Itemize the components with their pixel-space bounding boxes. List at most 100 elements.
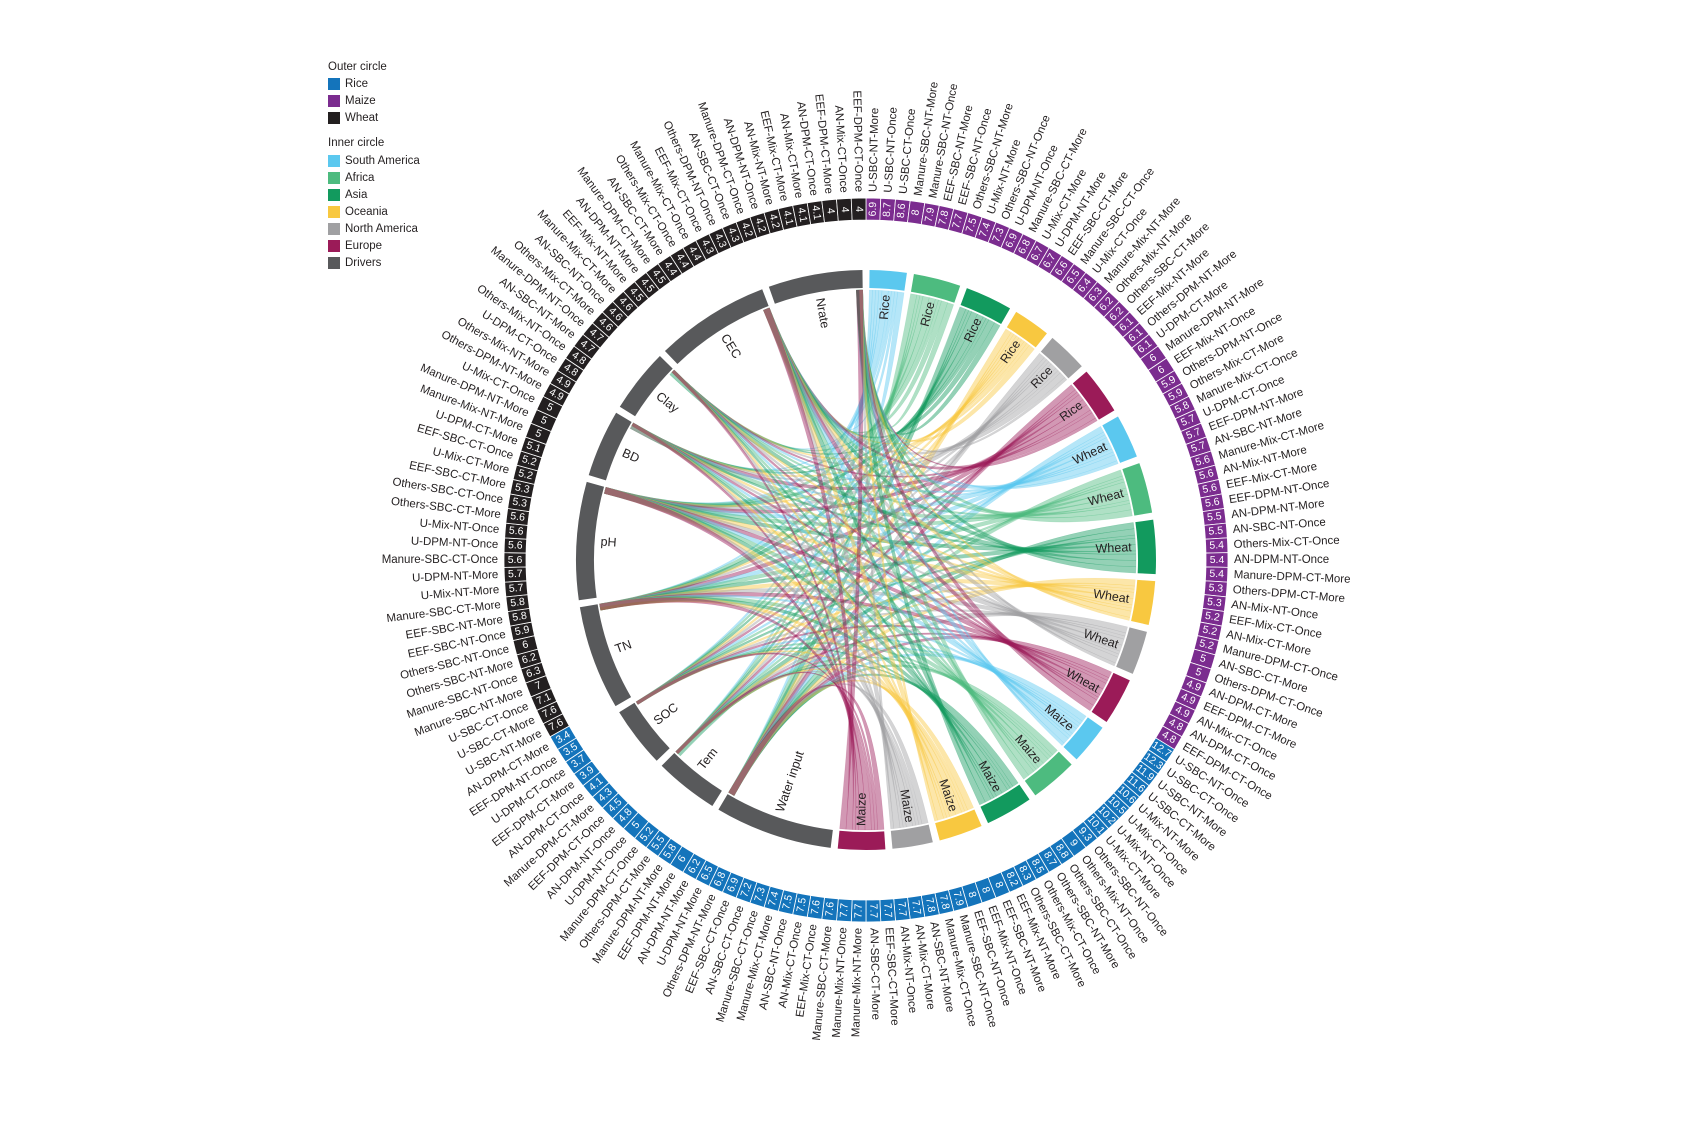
cell-value: 5 — [539, 414, 549, 427]
chord — [599, 595, 1049, 764]
chord — [763, 307, 1119, 664]
chord — [856, 289, 986, 806]
chord — [631, 422, 1121, 655]
segment-label: Rice — [877, 294, 893, 320]
chord — [763, 307, 1137, 568]
cell-value: 6.5 — [698, 864, 715, 883]
region-segment — [935, 809, 982, 841]
chord — [675, 389, 1078, 755]
chord — [675, 332, 1015, 755]
chord — [629, 404, 1091, 491]
chord — [635, 635, 1081, 727]
cell-value: 8.6 — [895, 203, 908, 219]
chord — [599, 594, 1079, 730]
region-segment — [1135, 519, 1156, 575]
chord — [859, 289, 939, 822]
cell-value: 7.2 — [738, 881, 754, 899]
segment-label: Water input — [773, 749, 807, 814]
chord — [635, 650, 966, 813]
cell-value: 6.9 — [725, 876, 742, 894]
legend-label: South America — [345, 155, 420, 167]
chord — [856, 289, 1030, 780]
legend-swatch — [328, 95, 340, 107]
chord — [728, 611, 1128, 796]
cell-label: U-SBC-NT-Once — [883, 107, 900, 193]
chord — [763, 307, 1035, 776]
chord — [635, 295, 924, 705]
cell-label: U-Mix-NT-Once — [419, 518, 500, 536]
cell-value: 8 — [979, 885, 992, 895]
cell-value: 8 — [992, 880, 1005, 890]
chord — [671, 317, 990, 455]
chords — [599, 289, 1137, 831]
cell-value: 8.7 — [881, 202, 894, 217]
cell-value: 7.4 — [977, 221, 993, 239]
region-segment — [1091, 672, 1130, 722]
chord — [604, 442, 1113, 519]
cell-value: 7.5 — [964, 216, 980, 234]
region-segment — [980, 784, 1030, 824]
chord — [604, 290, 889, 507]
legend-label: Rice — [345, 78, 368, 90]
chord — [675, 671, 878, 831]
chord — [631, 422, 907, 828]
chord — [604, 486, 1078, 735]
chord — [671, 290, 895, 450]
chord — [728, 293, 918, 796]
driver-segment — [718, 794, 833, 848]
chord — [599, 290, 883, 608]
chord — [604, 486, 866, 831]
cell-value: 4.1 — [809, 204, 823, 220]
chord — [604, 486, 1003, 797]
cell-value: 5.9 — [514, 624, 531, 639]
cell-label: AN-SBC-CT-More — [867, 928, 881, 1020]
cell-value: 4.3 — [712, 231, 729, 249]
cell-value: 7.7 — [867, 903, 879, 918]
chord — [728, 306, 967, 796]
cell-value: 7.7 — [838, 903, 851, 918]
cell-value: 4.3 — [725, 226, 742, 244]
chord — [631, 422, 997, 799]
cell-value: 5.4 — [1210, 554, 1225, 566]
cell-value: 5 — [545, 401, 556, 414]
chord — [856, 289, 1094, 712]
legend-label: Oceania — [345, 206, 388, 218]
chord — [675, 528, 1136, 757]
chord — [631, 422, 1137, 555]
cell-value: 5.5 — [1206, 510, 1222, 524]
segment-label: Wheat — [1092, 587, 1130, 606]
chord — [604, 486, 1137, 553]
chord — [728, 352, 1045, 796]
chord — [671, 369, 1093, 478]
chord — [856, 289, 1035, 442]
chord — [859, 289, 1068, 452]
chord — [763, 307, 1096, 470]
cell-value: 5.6 — [1194, 453, 1212, 469]
cell-value: 4 — [839, 206, 851, 213]
chord — [839, 289, 864, 830]
chord — [675, 632, 1110, 755]
cell-label: AN-SBC-NT-Once — [1232, 516, 1326, 536]
region-segment — [890, 824, 933, 849]
chord — [728, 673, 1019, 796]
cell-value: 6 — [1155, 363, 1167, 376]
chord — [728, 522, 1135, 796]
cell-value: 5.7 — [508, 568, 523, 581]
chord — [629, 422, 1130, 520]
chord — [763, 307, 855, 830]
chord — [604, 297, 936, 508]
chord — [635, 652, 875, 831]
chord — [763, 307, 995, 439]
cell-value: 4.1 — [795, 207, 809, 224]
cell-label: U-DPM-NT-More — [412, 569, 499, 585]
chord — [728, 664, 1058, 796]
chord — [599, 597, 963, 815]
legend-title: Inner circle — [328, 137, 384, 149]
legend-swatch — [328, 240, 340, 252]
chord — [635, 642, 1051, 760]
chord — [671, 299, 942, 452]
cell-value: 7.7 — [852, 903, 864, 918]
chord — [763, 307, 1132, 519]
cell-value: 5.6 — [508, 539, 523, 552]
cell-value: 5.6 — [510, 510, 526, 524]
